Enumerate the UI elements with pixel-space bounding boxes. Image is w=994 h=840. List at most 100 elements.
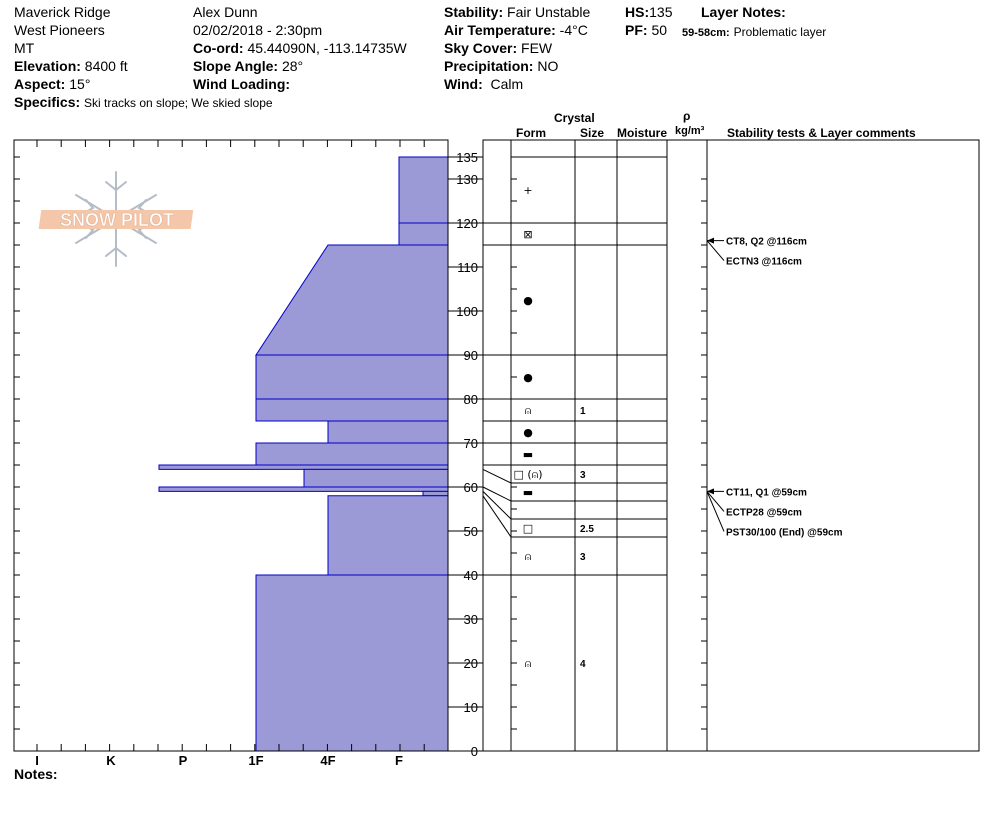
hardness-label: K — [106, 753, 116, 768]
hardness-layer — [255, 244, 449, 356]
precip-label: Precipitation: — [444, 58, 534, 74]
grain-size: 3 — [580, 470, 586, 481]
test-result: CT11, Q1 @59cm — [726, 487, 807, 498]
hardness-layer — [255, 442, 449, 466]
aspect-value: 15° — [69, 76, 91, 92]
precip-value: NO — [537, 58, 559, 74]
crystal-header: Crystal — [554, 111, 595, 125]
hardness-profile — [158, 156, 449, 752]
coord-value: 45.44090N, -113.14735W — [247, 40, 407, 56]
height-tick-label: 130 — [456, 172, 478, 187]
pf-label: PF: — [625, 22, 648, 38]
precipitation: Precipitation: NO — [444, 58, 558, 74]
elevation-value: 8400 ft — [84, 58, 128, 74]
range: West Pioneers — [14, 22, 105, 38]
wind-label: Wind: — [444, 76, 483, 92]
hardness-axis: I K P 1F 4F F — [14, 140, 425, 768]
hs: HS:135 — [625, 4, 672, 20]
hardness-layer — [327, 420, 449, 444]
grain-form: ⊠ — [523, 228, 532, 241]
rho-header: ρ — [683, 109, 691, 123]
grain-form: ● — [523, 371, 533, 384]
coord-label: Co-ord: — [193, 40, 244, 56]
moisture-header: Moisture — [617, 126, 668, 140]
hardness-label: F — [395, 753, 403, 768]
density-unit-header: kg/m³ — [675, 125, 705, 137]
hardness-label: P — [179, 753, 188, 768]
test-result: PST30/100 (End) @59cm — [726, 527, 843, 538]
hardness-layer — [398, 222, 449, 246]
layer-note-range: 59-58cm: — [682, 27, 730, 39]
table-connector — [482, 486, 512, 502]
coordinates: Co-ord: 45.44090N, -113.14735W — [193, 40, 407, 56]
height-tick-label: 80 — [464, 392, 478, 407]
datetime: 02/02/2018 - 2:30pm — [193, 22, 323, 38]
test-pointer — [706, 491, 725, 532]
test-arrow — [707, 488, 714, 495]
height-tick-label: 20 — [464, 656, 478, 671]
stability: Stability: Fair Unstable — [444, 4, 590, 20]
hardness-label: 4F — [320, 753, 335, 768]
slope-value: 28° — [281, 58, 304, 74]
height-tick-label: 40 — [464, 568, 478, 583]
hardness-layer — [303, 468, 449, 488]
pf-value: 50 — [651, 22, 668, 38]
size-header: Size — [580, 126, 605, 140]
grain-size: 1 — [580, 406, 586, 417]
height-tick-label: 70 — [464, 436, 478, 451]
layer-note-text: Problematic layer — [733, 25, 827, 39]
height-axis: 0 10 20 30 40 50 60 70 80 90 100 110 120 130 135 — [448, 150, 483, 759]
slope-angle: Slope Angle: 28° — [193, 58, 303, 74]
pf: PF: 50 — [625, 22, 667, 38]
hardness-layer — [398, 156, 449, 224]
elevation-label: Elevation: — [14, 58, 81, 74]
slope-label: Slope Angle: — [193, 58, 279, 74]
observer: Alex Dunn — [193, 4, 258, 20]
grain-form: ▬ — [523, 448, 533, 461]
specifics-label: Specifics: — [14, 94, 81, 110]
snowpilot-logo: SNOW PILOT — [38, 171, 194, 267]
height-tick-label: 90 — [464, 348, 478, 363]
wind: Wind: Calm — [444, 76, 523, 92]
grain-form: □ — [523, 522, 533, 535]
test-result: ECTN3 @116cm — [726, 257, 802, 268]
table-connector — [482, 495, 512, 538]
specifics-value: Ski tracks on slope; We skied slope — [84, 96, 273, 110]
layer-table-frame — [482, 139, 980, 752]
layer-note: 59-58cm: Problematic layer — [682, 23, 826, 41]
grain-size: 2.5 — [580, 524, 594, 535]
hardness-label: I — [35, 753, 39, 768]
test-pointer — [706, 491, 725, 512]
grain-form: ● — [523, 426, 533, 439]
airtemp-value: -4°C — [559, 22, 588, 38]
elevation: Elevation: 8400 ft — [14, 58, 128, 74]
grain-form: ▬ — [523, 486, 533, 499]
grain-form: □ (⍝) — [513, 468, 542, 481]
sky-value: FEW — [521, 40, 553, 56]
test-result: ECTP28 @59cm — [726, 507, 802, 518]
grain-form: ● — [523, 294, 533, 307]
hs-label: HS: — [625, 4, 650, 20]
test-arrow — [707, 237, 714, 244]
stability-value: Fair Unstable — [507, 4, 591, 20]
hardness-layer — [158, 464, 449, 470]
height-tick-label: 30 — [464, 612, 478, 627]
hardness-layer — [158, 486, 449, 492]
form-header: Form — [516, 126, 546, 140]
logo-wordmark: SNOW PILOT — [60, 210, 174, 230]
grain-size: 4 — [580, 659, 586, 670]
stability-label: Stability: — [444, 4, 504, 20]
wind-loading-label: Wind Loading: — [193, 76, 291, 92]
airtemp-label: Air Temperature: — [444, 22, 556, 38]
height-tick-label: 120 — [456, 216, 478, 231]
hardness-label: 1F — [248, 753, 263, 768]
grain-form: ⍝ — [525, 657, 532, 670]
height-tick-label: 100 — [456, 304, 478, 319]
height-tick-label: 135 — [456, 150, 478, 165]
hardness-layer — [255, 398, 449, 422]
sky-cover: Sky Cover: FEW — [444, 40, 552, 56]
test-pointer — [706, 240, 725, 261]
air-temperature: Air Temperature: -4°C — [444, 22, 588, 38]
grain-form: ⍝ — [525, 404, 532, 417]
